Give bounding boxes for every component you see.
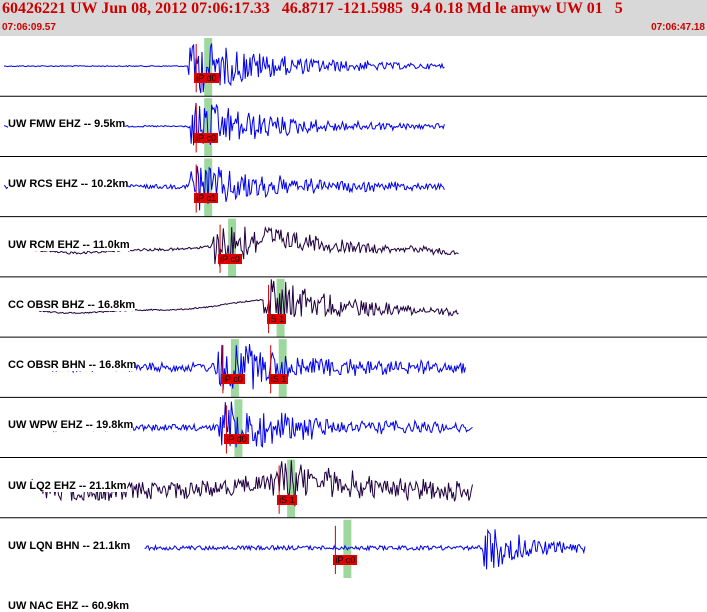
pick-label[interactable]: iP c0 xyxy=(218,253,242,264)
pick-label[interactable]: iS 1 xyxy=(268,374,289,385)
processing-window-band xyxy=(287,459,296,518)
channel-label: UW RCM EHZ -- 11.0km xyxy=(8,238,130,251)
channel-label: UW LQN BHN -- 21.1km xyxy=(8,539,131,552)
time-end-label: 07:06:47.18 xyxy=(651,22,705,33)
channel-label: CC OBSR BHZ -- 16.8km xyxy=(8,298,136,311)
pick-label[interactable]: iP c0 xyxy=(333,554,358,565)
seismogram-trace xyxy=(3,43,445,94)
seismogram-trace xyxy=(144,528,586,570)
channel-label: UW NAC EHZ -- 60.9km xyxy=(8,600,130,612)
channel-label: CC OBSR BHN -- 16.8km xyxy=(8,359,137,372)
pick-label[interactable]: iS 1 xyxy=(277,494,297,505)
pick-label[interactable]: iP c0 xyxy=(220,374,245,385)
seismogram-trace xyxy=(31,460,473,507)
pick-label[interactable]: iP d0 xyxy=(194,73,219,83)
pick-label[interactable]: iS 1 xyxy=(266,313,287,324)
pick-label[interactable]: iP d0 xyxy=(224,434,249,445)
seismogram-trace xyxy=(18,279,459,320)
channel-label: UW LQ2 EHZ -- 21.1km xyxy=(8,479,127,492)
channel-label: UW FMW EHZ -- 9.5km xyxy=(8,118,126,131)
processing-window-band xyxy=(204,98,213,157)
processing-window-band xyxy=(234,399,243,458)
pick-label[interactable]: iP c1 xyxy=(194,193,219,204)
channel-label: UW WPW EHZ -- 19.8km xyxy=(8,419,134,432)
event-header: 60426221 UW Jun 08, 2012 07:06:17.33 46.… xyxy=(0,0,707,36)
time-start-label: 07:06:09.57 xyxy=(2,22,56,33)
processing-window-band xyxy=(230,339,239,398)
event-title: 60426221 UW Jun 08, 2012 07:06:17.33 46.… xyxy=(2,0,623,17)
seismogram-trace xyxy=(17,225,459,267)
channel-label: UW RCS EHZ -- 10.2km xyxy=(8,178,129,191)
processing-window-band xyxy=(204,38,213,97)
seismogram-panel[interactable]: iP d0 UW FMW EHZ -- 9.5km iP c0 UW RCS EHZ … xyxy=(0,36,707,612)
pick-label[interactable]: iP c0 xyxy=(194,133,219,144)
